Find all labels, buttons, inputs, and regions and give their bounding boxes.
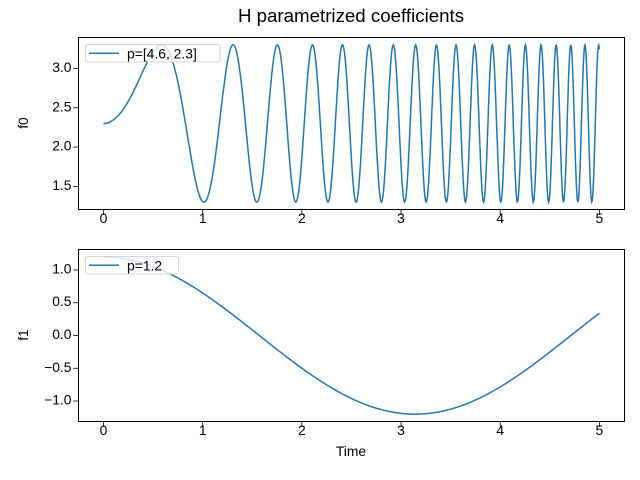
svg-text:1.0: 1.0 bbox=[52, 260, 72, 276]
svg-text:5: 5 bbox=[596, 210, 604, 226]
svg-text:Time: Time bbox=[336, 443, 367, 459]
svg-text:4: 4 bbox=[496, 422, 504, 438]
svg-text:p=[4.6, 2.3]: p=[4.6, 2.3] bbox=[127, 46, 197, 62]
svg-text:p=1.2: p=1.2 bbox=[127, 258, 162, 274]
svg-text:5: 5 bbox=[596, 422, 604, 438]
svg-text:0: 0 bbox=[100, 422, 108, 438]
svg-text:1: 1 bbox=[199, 422, 207, 438]
svg-text:2: 2 bbox=[298, 422, 306, 438]
svg-text:4: 4 bbox=[496, 210, 504, 226]
svg-text:3: 3 bbox=[397, 422, 405, 438]
svg-text:1: 1 bbox=[199, 210, 207, 226]
svg-text:H parametrized coefficients: H parametrized coefficients bbox=[238, 5, 464, 26]
svg-text:−1.0: −1.0 bbox=[44, 392, 72, 408]
svg-text:2: 2 bbox=[298, 210, 306, 226]
svg-text:0.0: 0.0 bbox=[52, 326, 72, 342]
svg-text:f0: f0 bbox=[15, 117, 31, 129]
svg-text:0.5: 0.5 bbox=[52, 293, 72, 309]
svg-text:2.5: 2.5 bbox=[52, 98, 72, 114]
svg-text:3.0: 3.0 bbox=[52, 59, 72, 75]
svg-text:3: 3 bbox=[397, 210, 405, 226]
svg-text:1.5: 1.5 bbox=[52, 177, 72, 193]
svg-text:0: 0 bbox=[100, 210, 108, 226]
svg-text:−0.5: −0.5 bbox=[44, 359, 72, 375]
svg-text:f1: f1 bbox=[15, 329, 31, 341]
svg-text:2.0: 2.0 bbox=[52, 138, 72, 154]
